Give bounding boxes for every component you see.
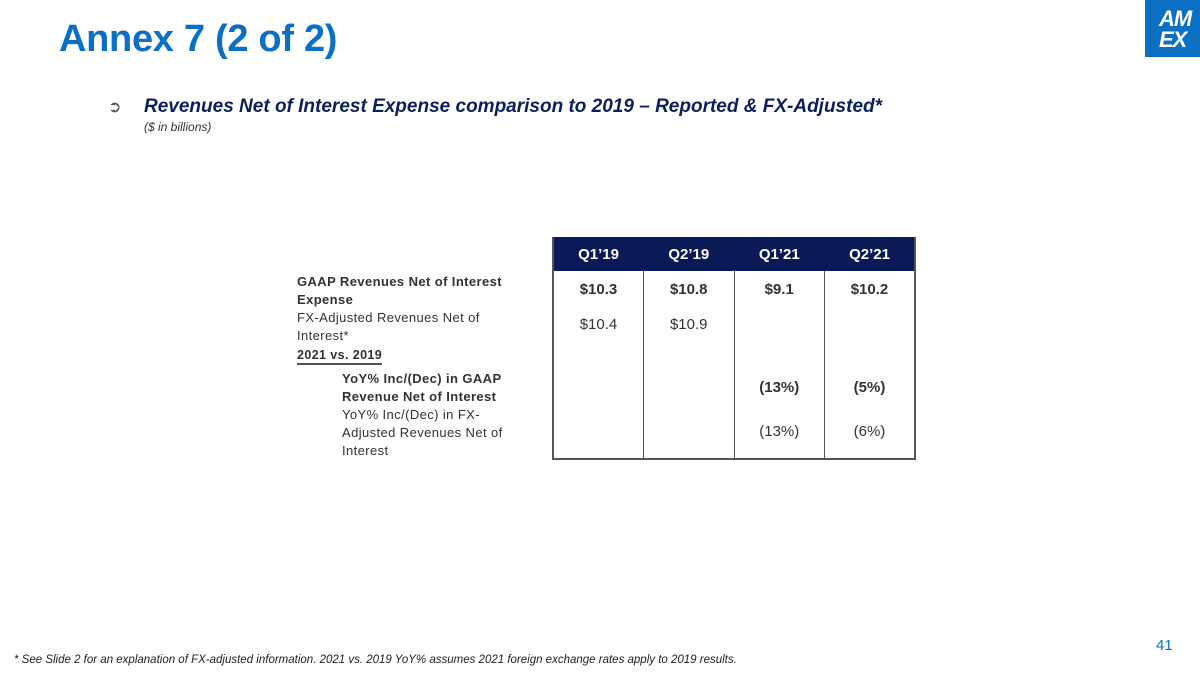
yoy-fx-value: (6%) [853,423,886,440]
column-q1-19: $10.3 $10.4 [552,271,644,460]
gaap-value: $10.3 [579,281,618,298]
column-header: Q2’21 [824,237,916,271]
gaap-value: $10.2 [850,281,889,298]
footnote: * See Slide 2 for an explanation of FX-a… [14,654,737,666]
yoy-gaap-value: (5%) [853,379,886,396]
fx-value: $10.9 [669,316,708,333]
column-q2-21: $10.2 (5%) (6%) [824,271,916,460]
page-number: 41 [1156,637,1173,654]
section-label-2021-vs-2019: 2021 vs. 2019 [297,348,383,365]
units-note: ($ in billions) [144,120,212,134]
column-q2-19: $10.8 $10.9 [643,271,735,460]
table-header-row: Q1’19 Q2’19 Q1’21 Q2’21 [552,237,916,271]
column-header: Q2’19 [643,237,735,271]
gaap-value: $10.8 [669,281,708,298]
table-body-row: $10.3 $10.4 $10.8 $10.9 $9.1 (13%) (13%)… [552,271,916,460]
column-header: Q1’21 [733,237,825,271]
yoy-gaap-value: (13%) [759,379,800,396]
label-gaap-revenues: GAAP Revenues Net of Interest Expense [297,274,502,307]
column-header: Q1’19 [552,237,644,271]
label-yoy-gaap: YoY% Inc/(Dec) in GAAP Revenue Net of In… [342,371,502,404]
label-yoy-fx: YoY% Inc/(Dec) in FX-Adjusted Revenues N… [342,407,503,458]
gaap-value: $9.1 [764,281,794,298]
logo-line-1: AM [1159,6,1192,31]
revenue-table: Q1’19 Q2’19 Q1’21 Q2’21 $10.3 $10.4 $10.… [552,237,916,460]
fx-value: $10.4 [579,316,618,333]
slide-title: Annex 7 (2 of 2) [59,18,338,60]
amex-logo: AM EX [1145,0,1200,57]
label-fx-revenues: FX-Adjusted Revenues Net of Interest* [297,310,480,343]
yoy-fx-value: (13%) [759,423,800,440]
column-q1-21: $9.1 (13%) (13%) [733,271,825,460]
bullet-arrow-icon: ➲ [108,99,122,116]
slide-subtitle: Revenues Net of Interest Expense compari… [144,96,883,117]
logo-line-2: EX [1159,27,1187,52]
